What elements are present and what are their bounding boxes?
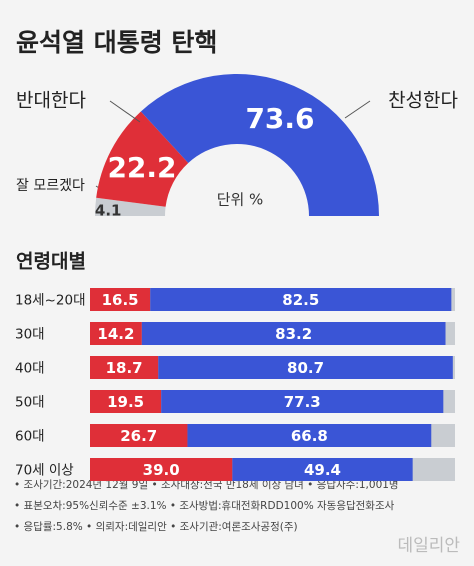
value-label: 83.2 xyxy=(275,325,312,343)
bar xyxy=(90,458,233,481)
value-label: 19.5 xyxy=(107,393,144,411)
note: • 표본오차:95%신뢰수준 ±3.1% • 조사방법:휴대전화RDD100% … xyxy=(14,500,395,512)
category-label: 40대 xyxy=(15,361,45,377)
value-label: 39.0 xyxy=(143,461,180,479)
category-label: 찬성한다 xyxy=(388,90,458,112)
value-label: 14.2 xyxy=(97,325,134,343)
category-label: 반대한다 xyxy=(16,90,86,112)
bar xyxy=(90,322,142,345)
value-label: 18.7 xyxy=(106,359,143,377)
pie-slice xyxy=(140,74,379,216)
bar xyxy=(90,424,188,447)
bar xyxy=(150,288,452,311)
section-title: 연령대별 xyxy=(16,251,86,273)
bar xyxy=(90,356,159,379)
bar xyxy=(90,288,151,311)
category-label: 70세 이상 xyxy=(15,463,74,479)
leader-line xyxy=(109,100,141,123)
value-label: 22.2 xyxy=(107,151,176,184)
pie-slice xyxy=(95,197,166,216)
bar xyxy=(141,322,446,345)
pie-slice xyxy=(96,111,189,207)
bar xyxy=(90,390,162,413)
category-label: 잘 모르겠다 xyxy=(16,178,85,194)
unit-label: 단위 % xyxy=(217,191,264,209)
value-label: 66.8 xyxy=(291,427,328,445)
value-label: 49.4 xyxy=(304,461,341,479)
value-label: 82.5 xyxy=(282,291,319,309)
bar xyxy=(158,356,453,379)
value-label: 77.3 xyxy=(284,393,321,411)
bar xyxy=(161,390,444,413)
bar xyxy=(187,424,432,447)
category-label: 18세~20대 xyxy=(15,293,86,309)
category-label: 60대 xyxy=(15,429,45,445)
note: • 조사기간:2024년 12월 9일 • 조사대상:전국 만18세 이상 남녀… xyxy=(14,478,399,491)
note: • 응답률:5.8% • 의뢰자:데일리안 • 조사기관:여론조사공정(주) xyxy=(14,520,298,533)
value-label: 16.5 xyxy=(102,291,139,309)
value-label: 26.7 xyxy=(120,427,157,445)
category-label: 30대 xyxy=(15,327,45,343)
category-label: 50대 xyxy=(15,395,45,411)
leader-line xyxy=(344,100,371,119)
chart-title: 윤석열 대통령 탄핵 xyxy=(16,28,217,57)
value-label: 80.7 xyxy=(287,359,324,377)
bar xyxy=(232,458,413,481)
value-label: 73.6 xyxy=(245,102,314,135)
value-label: 4.1 xyxy=(95,202,122,220)
watermark: 데일리안 xyxy=(397,536,460,556)
